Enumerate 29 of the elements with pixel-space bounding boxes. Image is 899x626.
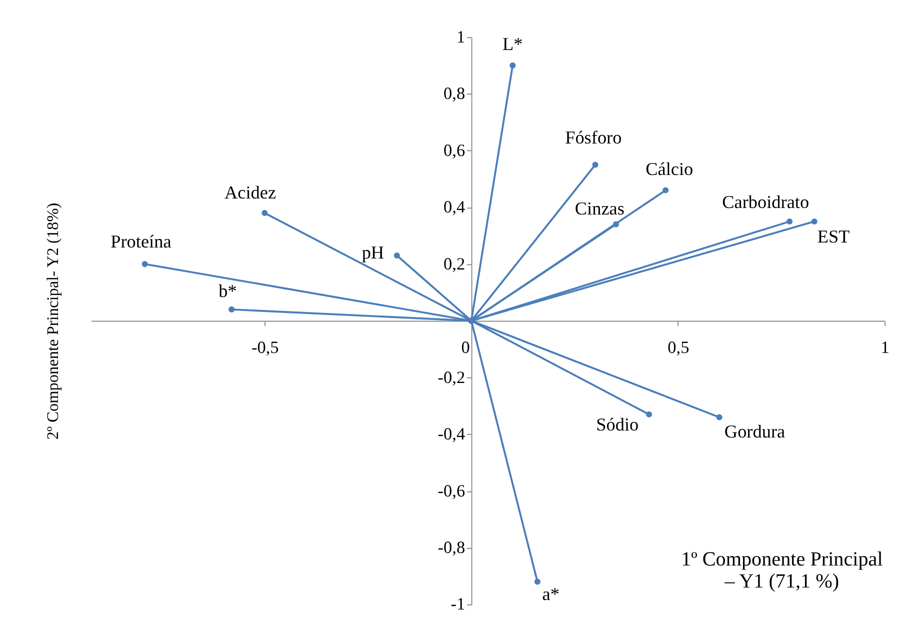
x-tick-label: 1 — [880, 338, 890, 357]
series-label: Gordura — [724, 421, 786, 442]
y-tick-label: 1 — [456, 27, 466, 46]
series-label: Cinzas — [574, 198, 624, 219]
y-axis-title: 2º Componente Principal- Y2 (18%) — [42, 202, 62, 440]
y-tick-label: 0,6 — [444, 140, 466, 160]
series-label: Sódio — [596, 414, 639, 435]
x-tick-label: 0,5 — [668, 338, 690, 357]
series-label: b* — [218, 280, 237, 301]
x-tick-label: -0,5 — [251, 338, 279, 357]
x-tick-label: 0 — [461, 338, 470, 357]
series-label: pH — [362, 242, 384, 262]
series-label: L* — [502, 34, 523, 54]
y-tick-label: -0,4 — [438, 424, 466, 444]
series-label: Fósforo — [565, 128, 622, 148]
x-axis-title: 1º Componente Principal – Y1 (71,1 %) — [681, 548, 884, 593]
y-tick-label: -0,6 — [438, 481, 466, 500]
y-tick-label: 0,2 — [444, 254, 466, 274]
series-label: Acidez — [224, 182, 276, 203]
y-tick-label: 0,8 — [444, 84, 466, 104]
series-label: Proteína — [110, 232, 172, 252]
series-label: a* — [542, 584, 560, 604]
y-tick-label: 0,4 — [444, 198, 466, 217]
series-label: Carboidrato — [722, 192, 810, 212]
y-tick-label: -0,8 — [438, 538, 466, 557]
y-tick-label: -1 — [450, 594, 466, 614]
y-tick-label: -0,2 — [438, 368, 466, 387]
series-label: EST — [817, 226, 850, 247]
series-label: Cálcio — [646, 158, 694, 179]
